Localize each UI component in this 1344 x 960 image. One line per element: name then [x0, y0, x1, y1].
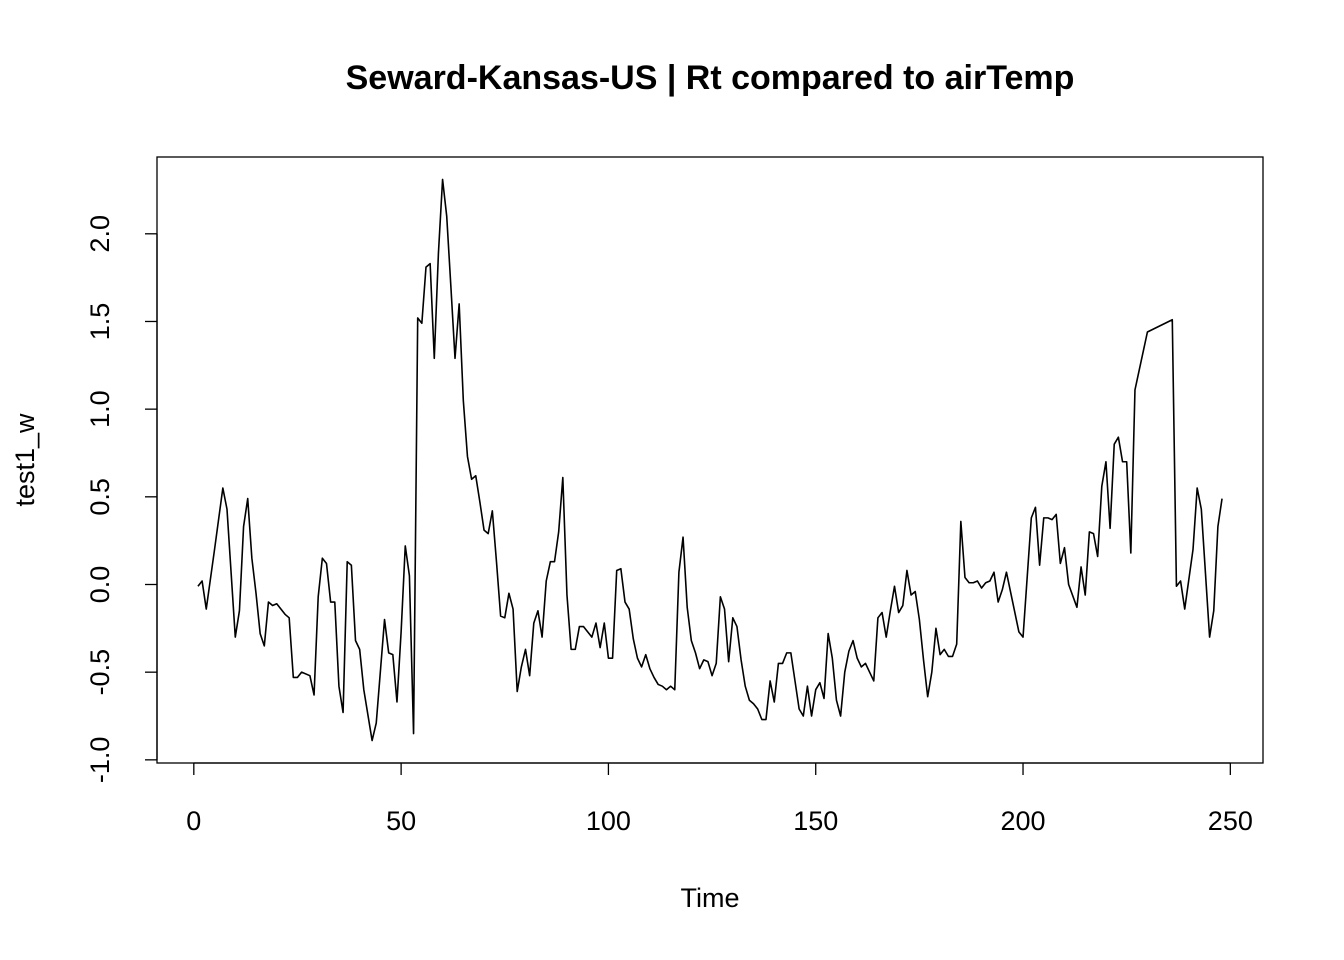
data-line [197, 178, 1223, 742]
x-tick-label: 250 [1208, 806, 1253, 836]
y-tick-label: 2.0 [85, 215, 115, 253]
plot-frame [156, 156, 1264, 764]
x-tick-label: 0 [186, 806, 201, 836]
y-tick-label: 0.0 [85, 566, 115, 604]
x-tick-label: 100 [586, 806, 631, 836]
x-tick-label: 200 [1000, 806, 1045, 836]
y-tick-label: 1.0 [85, 390, 115, 428]
chart-title: Seward-Kansas-US | Rt compared to airTem… [346, 59, 1075, 97]
x-tick-label: 50 [386, 806, 416, 836]
y-tick-label: -0.5 [85, 649, 115, 696]
x-tick-label: 150 [793, 806, 838, 836]
y-axis-label: test1_w [10, 413, 40, 507]
x-axis-label: Time [681, 883, 740, 913]
y-tick-label: -1.0 [85, 737, 115, 784]
y-tick-label: 0.5 [85, 478, 115, 516]
y-tick-label: 1.5 [85, 303, 115, 341]
